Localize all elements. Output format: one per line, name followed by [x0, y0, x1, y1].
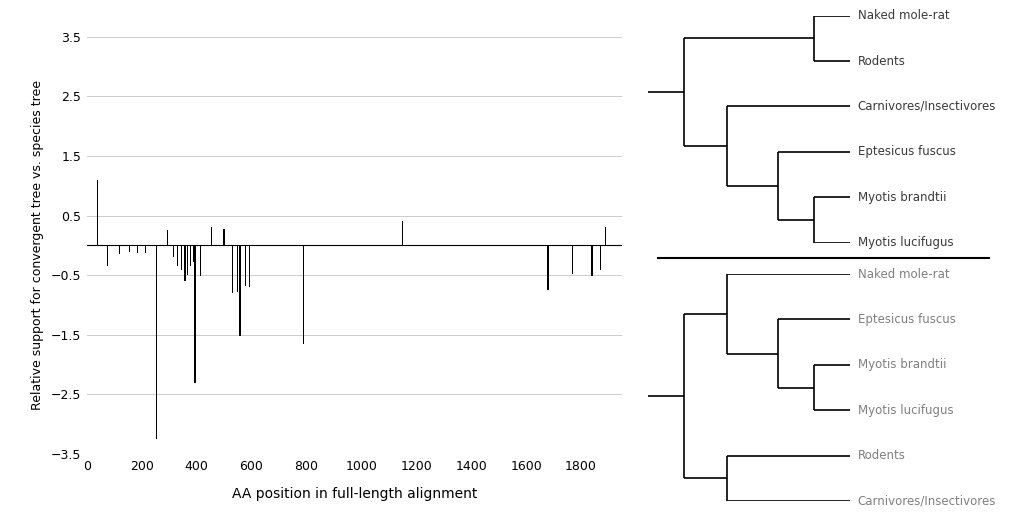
Bar [190, 245, 191, 266]
Bar [604, 228, 606, 245]
Text: Naked mole-rat: Naked mole-rat [857, 9, 949, 22]
Bar [239, 245, 240, 336]
Bar [193, 245, 195, 262]
Text: Eptesicus fuscus: Eptesicus fuscus [857, 146, 955, 158]
Bar [572, 245, 573, 274]
Bar [599, 245, 600, 270]
Text: Myotis brandtii: Myotis brandtii [857, 359, 946, 371]
Bar [107, 245, 108, 266]
Text: Rodents: Rodents [857, 449, 905, 462]
Bar [245, 245, 246, 286]
Bar [236, 245, 237, 292]
Text: Naked mole-rat: Naked mole-rat [857, 268, 949, 280]
Bar [145, 245, 147, 253]
Text: Rodents: Rodents [857, 55, 905, 67]
Bar [167, 230, 168, 245]
Text: Myotis lucifugus: Myotis lucifugus [857, 404, 953, 417]
Bar [303, 245, 304, 344]
Bar [223, 229, 224, 245]
Bar [184, 245, 185, 281]
Bar [156, 245, 157, 439]
Bar [97, 180, 98, 245]
Bar [249, 245, 250, 287]
Bar [200, 245, 201, 276]
X-axis label: AA position in full-length alignment: AA position in full-length alignment [231, 487, 477, 501]
Bar [401, 221, 403, 245]
Text: Carnivores/Insectivores: Carnivores/Insectivores [857, 495, 996, 507]
Bar [547, 245, 548, 290]
Bar [231, 245, 232, 293]
Text: Myotis lucifugus: Myotis lucifugus [857, 236, 953, 249]
Bar [211, 228, 212, 245]
Bar [195, 245, 196, 383]
Text: Carnivores/Insectivores: Carnivores/Insectivores [857, 100, 996, 113]
Bar [180, 245, 182, 270]
Bar [128, 245, 129, 253]
Y-axis label: Relative support for convergent tree vs. species tree: Relative support for convergent tree vs.… [31, 80, 44, 410]
Bar [119, 245, 120, 254]
Bar [172, 245, 173, 257]
Text: Myotis brandtii: Myotis brandtii [857, 191, 946, 204]
Bar [186, 245, 189, 275]
Bar [176, 245, 178, 266]
Text: Eptesicus fuscus: Eptesicus fuscus [857, 313, 955, 326]
Bar [591, 245, 592, 276]
Bar [137, 245, 138, 253]
